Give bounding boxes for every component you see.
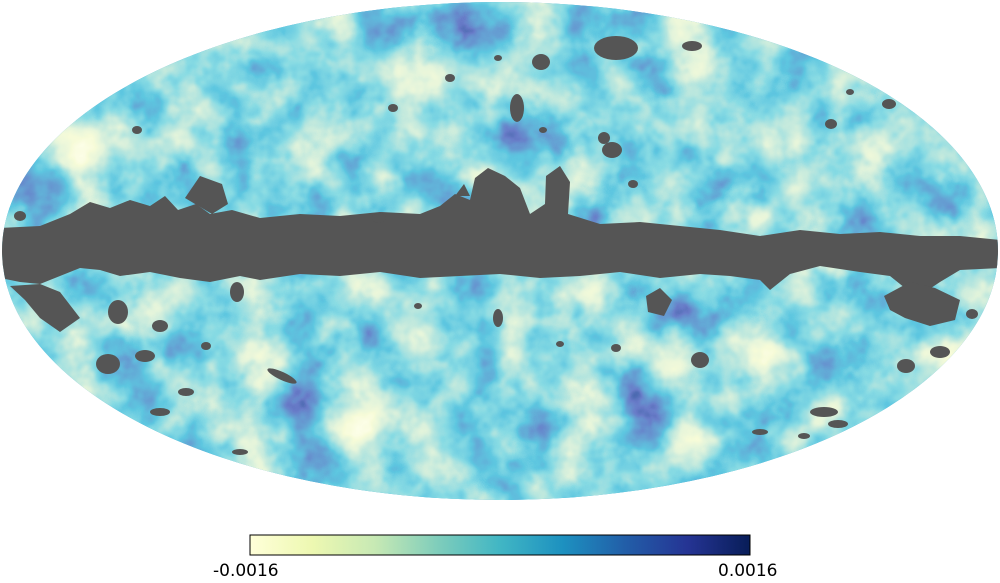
colorbar-max-label: 0.0016 [718,561,778,581]
galactic-mask [2,36,998,455]
colorbar-min-label: -0.0016 [213,561,279,581]
colorbar [249,534,751,556]
